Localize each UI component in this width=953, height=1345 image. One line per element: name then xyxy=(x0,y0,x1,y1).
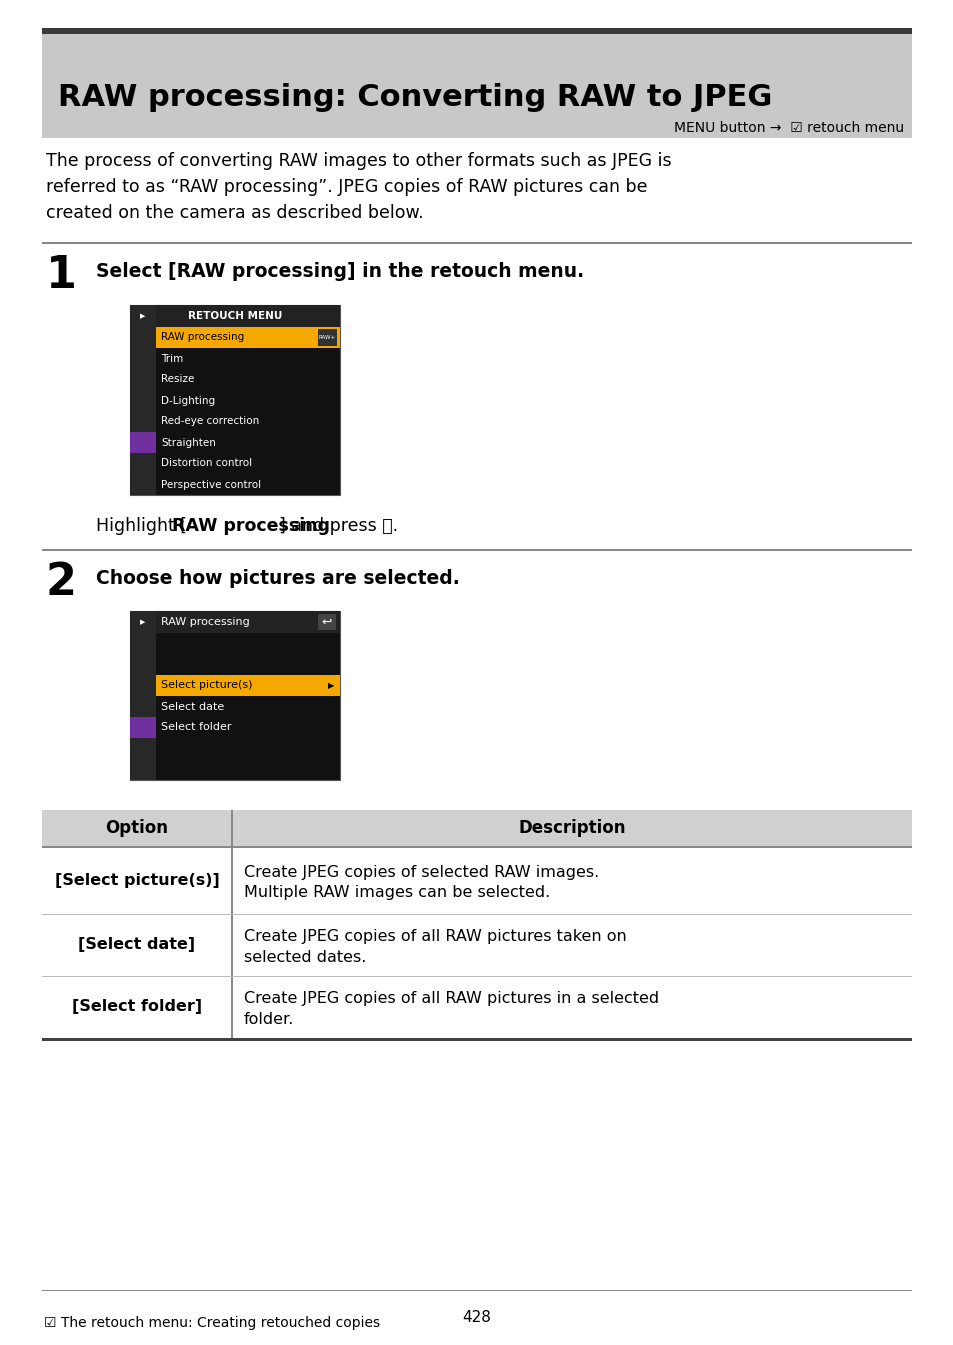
Text: Multiple RAW images can be selected.: Multiple RAW images can be selected. xyxy=(244,885,550,900)
Bar xyxy=(231,810,233,1038)
Bar xyxy=(130,611,156,780)
Text: D-Lighting: D-Lighting xyxy=(161,395,214,405)
Bar xyxy=(130,305,339,495)
Bar xyxy=(130,305,339,327)
Text: [Select picture(s)]: [Select picture(s)] xyxy=(54,873,219,888)
Text: RAW processing: RAW processing xyxy=(172,516,330,535)
Text: ▶: ▶ xyxy=(140,313,146,319)
Text: Select folder: Select folder xyxy=(161,722,232,733)
Text: The process of converting RAW images to other formats such as JPEG is: The process of converting RAW images to … xyxy=(46,152,671,169)
Bar xyxy=(156,327,339,348)
Bar xyxy=(130,432,156,453)
Text: RAW processing: RAW processing xyxy=(161,617,250,627)
Text: ☑ The retouch menu: Creating retouched copies: ☑ The retouch menu: Creating retouched c… xyxy=(44,1315,379,1330)
Bar xyxy=(42,1038,911,1041)
Text: Option: Option xyxy=(106,819,169,837)
Text: Resize: Resize xyxy=(161,374,194,385)
Bar xyxy=(130,717,156,738)
Text: Select [RAW processing] in the retouch menu.: Select [RAW processing] in the retouch m… xyxy=(96,262,583,281)
Text: Create JPEG copies of all RAW pictures taken on: Create JPEG copies of all RAW pictures t… xyxy=(244,929,626,944)
Text: ▶: ▶ xyxy=(327,681,334,690)
Text: ↩: ↩ xyxy=(321,616,332,628)
Text: ▶: ▶ xyxy=(140,619,146,625)
Text: RETOUCH MENU: RETOUCH MENU xyxy=(188,311,282,321)
Text: Choose how pictures are selected.: Choose how pictures are selected. xyxy=(96,569,459,588)
Text: 1: 1 xyxy=(46,254,77,297)
Text: created on the camera as described below.: created on the camera as described below… xyxy=(46,204,423,222)
Text: Select date: Select date xyxy=(161,702,224,712)
Bar xyxy=(42,846,911,847)
Text: Select picture(s): Select picture(s) xyxy=(161,681,253,690)
Bar xyxy=(130,305,156,495)
Bar xyxy=(42,34,911,139)
Bar xyxy=(317,615,335,629)
Text: RAW processing: Converting RAW to JPEG: RAW processing: Converting RAW to JPEG xyxy=(58,83,772,113)
Text: [Select date]: [Select date] xyxy=(78,937,195,952)
Text: folder.: folder. xyxy=(244,1011,294,1026)
Text: Perspective control: Perspective control xyxy=(161,480,261,490)
Bar xyxy=(42,810,911,846)
Text: Distortion control: Distortion control xyxy=(161,459,252,468)
Bar xyxy=(130,611,339,633)
Text: Trim: Trim xyxy=(161,354,183,363)
Text: selected dates.: selected dates. xyxy=(244,950,366,964)
Bar xyxy=(130,611,339,780)
Bar xyxy=(42,28,911,34)
Bar xyxy=(42,242,911,243)
Text: referred to as “RAW processing”. JPEG copies of RAW pictures can be: referred to as “RAW processing”. JPEG co… xyxy=(46,178,647,196)
Text: MENU button →  ☑ retouch menu: MENU button → ☑ retouch menu xyxy=(673,121,903,134)
Text: RAW+: RAW+ xyxy=(318,335,335,340)
Text: Red-eye correction: Red-eye correction xyxy=(161,417,259,426)
Text: RAW processing: RAW processing xyxy=(161,332,244,343)
Text: 428: 428 xyxy=(462,1310,491,1325)
Text: Create JPEG copies of selected RAW images.: Create JPEG copies of selected RAW image… xyxy=(244,865,598,880)
Bar xyxy=(317,330,336,346)
Text: Description: Description xyxy=(517,819,625,837)
Text: ] and press Ⓐ.: ] and press Ⓐ. xyxy=(278,516,397,535)
Text: [Select folder]: [Select folder] xyxy=(71,999,202,1014)
Text: 2: 2 xyxy=(46,561,77,604)
Bar xyxy=(42,810,911,812)
Text: Straighten: Straighten xyxy=(161,437,215,448)
Bar xyxy=(156,675,339,695)
Bar xyxy=(42,549,911,550)
Text: Highlight [: Highlight [ xyxy=(96,516,187,535)
Text: Create JPEG copies of all RAW pictures in a selected: Create JPEG copies of all RAW pictures i… xyxy=(244,991,659,1006)
